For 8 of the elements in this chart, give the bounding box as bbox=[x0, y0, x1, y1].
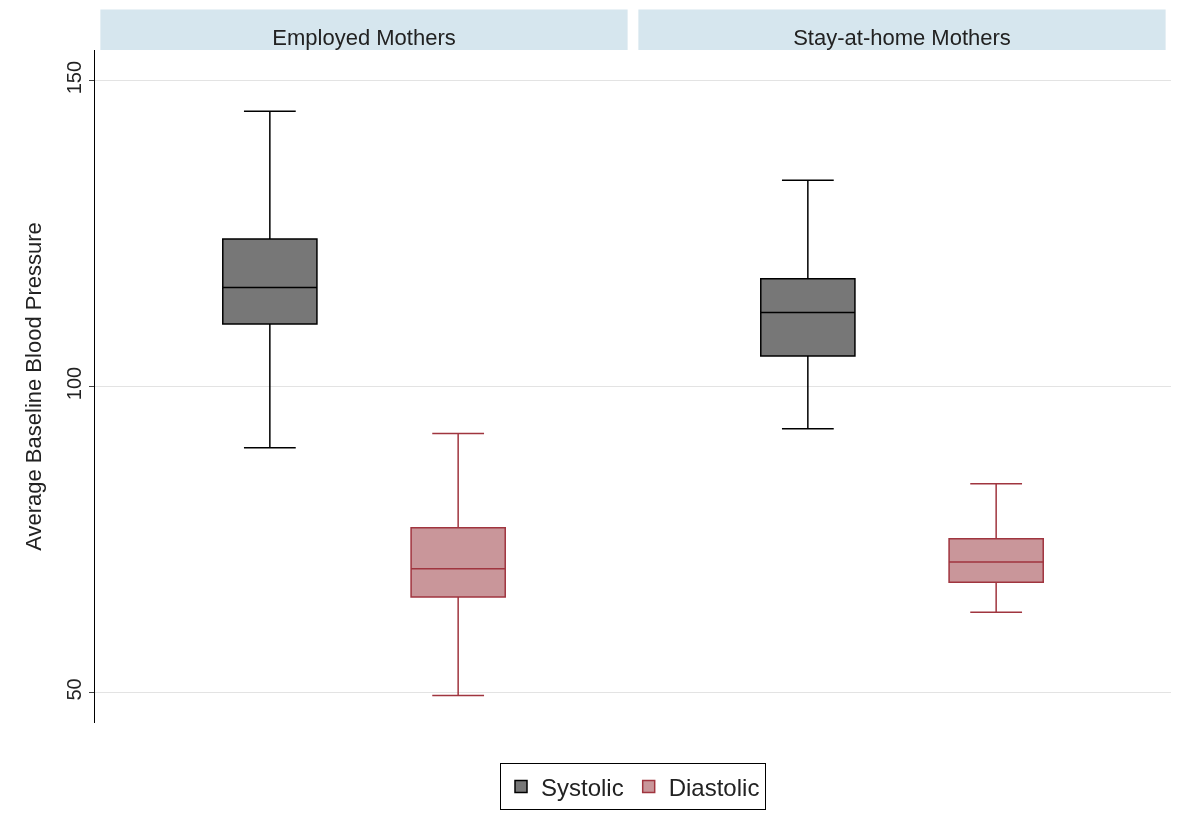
y-tick-label: 50 bbox=[63, 678, 85, 701]
x-tick-label: Stay-at-home Mothers bbox=[793, 24, 1011, 50]
y-axis-title: Average Baseline Blood Pressure bbox=[20, 222, 46, 551]
y-tick-label: 100 bbox=[63, 366, 85, 401]
y-tick-label: 150 bbox=[63, 60, 85, 95]
legend-label: Diastolic bbox=[668, 773, 760, 801]
x-tick-label: Employed Mothers bbox=[272, 24, 456, 50]
legend-label: Systolic bbox=[541, 773, 624, 801]
